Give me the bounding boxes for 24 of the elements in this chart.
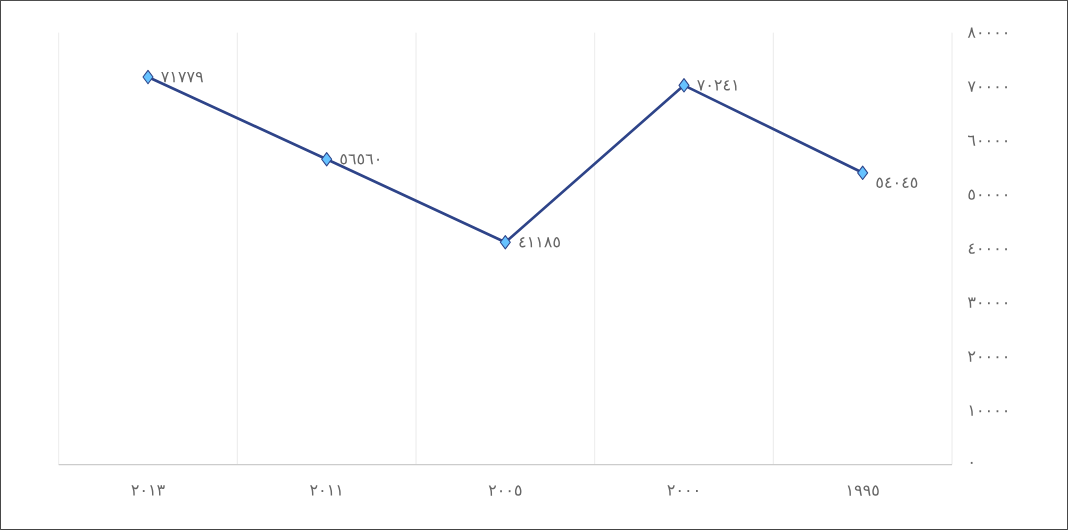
x-tick-label: ٢٠١١: [310, 485, 341, 496]
x-tick-label: ١٩٩٥: [847, 485, 879, 496]
data-label: ٥٤٠٤٥: [876, 177, 918, 188]
y-tick-label: ٣٠٠٠٠: [967, 297, 1007, 308]
y-tick-label: ٦٠٠٠٠: [968, 135, 1007, 146]
x-tick-label: ٢٠١٣: [131, 485, 165, 496]
x-tick-label: ٢٠٠٠: [667, 485, 698, 496]
data-label: ٤١١٨٥: [519, 237, 560, 248]
point: [499, 235, 511, 250]
data-label: ٧٠٢٤١: [697, 80, 737, 91]
y-tick-label: ٥٠٠٠٠: [968, 189, 1007, 200]
point: [678, 78, 690, 93]
y-tick-label: ٢٠٠٠٠: [968, 351, 1007, 362]
data-label: ٥٦٥٦٠: [340, 154, 379, 165]
point: [857, 165, 869, 181]
y-tick-label: ٠: [970, 461, 973, 464]
y-tick-label: ٧٠٠٠٠: [967, 81, 1007, 92]
y-tick-label: ٨٠٠٠٠: [967, 27, 1007, 38]
data-label: ٧١٧٧٩: [161, 71, 203, 83]
point: [142, 69, 154, 85]
point: [321, 152, 333, 167]
y-tick-label: ٤٠٠٠٠: [968, 243, 1007, 254]
y-tick-label: ١٠٠٠٠: [969, 405, 1007, 416]
x-tick-label: ٢٠٠٥: [488, 485, 522, 496]
